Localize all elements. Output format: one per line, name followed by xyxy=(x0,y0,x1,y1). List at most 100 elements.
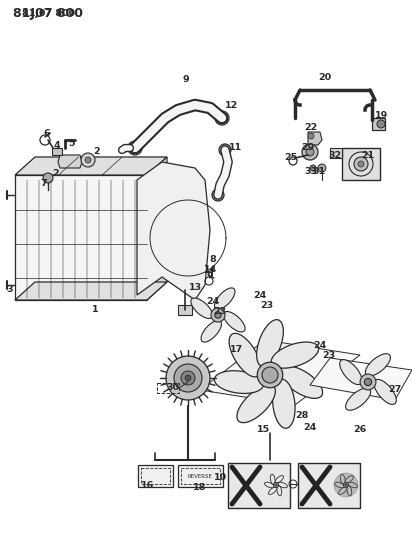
Text: 15: 15 xyxy=(256,425,269,434)
Ellipse shape xyxy=(237,385,275,423)
Ellipse shape xyxy=(278,482,288,488)
Circle shape xyxy=(81,153,95,167)
Ellipse shape xyxy=(277,486,282,496)
Text: 2: 2 xyxy=(94,148,100,157)
Ellipse shape xyxy=(191,298,213,319)
Text: 11: 11 xyxy=(229,143,243,152)
Text: 29: 29 xyxy=(301,143,315,152)
Circle shape xyxy=(181,371,195,385)
Text: 4: 4 xyxy=(54,141,60,150)
Bar xyxy=(181,468,220,484)
Circle shape xyxy=(358,161,364,167)
Bar xyxy=(228,463,290,508)
Text: 22: 22 xyxy=(304,124,318,133)
Polygon shape xyxy=(15,157,167,175)
Polygon shape xyxy=(52,148,62,155)
Circle shape xyxy=(354,157,368,171)
Text: 8: 8 xyxy=(210,255,216,264)
Text: 32: 32 xyxy=(328,150,342,159)
Circle shape xyxy=(85,157,91,163)
Text: 2: 2 xyxy=(53,168,59,177)
Circle shape xyxy=(334,473,358,497)
Text: 25: 25 xyxy=(284,154,297,163)
Ellipse shape xyxy=(257,320,283,367)
Text: 21: 21 xyxy=(361,150,375,159)
Text: 30: 30 xyxy=(166,384,180,392)
Polygon shape xyxy=(200,340,360,405)
Text: 23: 23 xyxy=(323,351,335,359)
Circle shape xyxy=(345,484,347,486)
Polygon shape xyxy=(310,358,412,400)
Bar xyxy=(330,148,342,158)
Ellipse shape xyxy=(201,320,222,342)
Text: 24: 24 xyxy=(253,290,267,300)
Ellipse shape xyxy=(215,288,235,310)
Circle shape xyxy=(166,356,210,400)
Ellipse shape xyxy=(365,354,391,376)
Bar xyxy=(298,463,360,508)
Ellipse shape xyxy=(269,487,277,495)
Bar xyxy=(342,148,380,180)
Text: 26: 26 xyxy=(353,425,367,434)
Polygon shape xyxy=(147,157,167,300)
Circle shape xyxy=(128,141,142,155)
Circle shape xyxy=(218,114,226,122)
Circle shape xyxy=(377,120,385,128)
Text: 16: 16 xyxy=(141,481,154,490)
Ellipse shape xyxy=(280,366,323,398)
Circle shape xyxy=(185,375,191,381)
Circle shape xyxy=(306,148,314,156)
Circle shape xyxy=(264,369,276,381)
Ellipse shape xyxy=(272,342,318,368)
Text: 3: 3 xyxy=(7,286,13,295)
Text: 24: 24 xyxy=(206,297,220,306)
Ellipse shape xyxy=(273,379,295,429)
Text: 18: 18 xyxy=(193,483,207,492)
Ellipse shape xyxy=(339,487,347,495)
Text: 12: 12 xyxy=(225,101,239,109)
Polygon shape xyxy=(137,162,210,300)
Circle shape xyxy=(360,374,376,390)
Text: 81J07 800: 81J07 800 xyxy=(13,7,83,20)
Circle shape xyxy=(273,482,279,488)
Ellipse shape xyxy=(265,482,274,488)
Circle shape xyxy=(215,312,221,318)
Text: 1: 1 xyxy=(92,305,98,314)
Polygon shape xyxy=(178,305,192,315)
Circle shape xyxy=(131,144,139,152)
Circle shape xyxy=(343,482,349,488)
Text: REVERSE: REVERSE xyxy=(187,473,213,479)
Text: 5: 5 xyxy=(69,139,75,148)
Text: 17: 17 xyxy=(230,345,243,354)
Text: 7: 7 xyxy=(41,179,47,188)
Ellipse shape xyxy=(275,475,283,483)
Circle shape xyxy=(318,164,326,172)
Text: 24: 24 xyxy=(303,423,317,432)
Circle shape xyxy=(215,111,229,125)
Circle shape xyxy=(364,378,372,385)
Ellipse shape xyxy=(270,474,275,484)
Text: 23: 23 xyxy=(213,306,227,316)
Bar xyxy=(157,383,179,393)
Ellipse shape xyxy=(347,486,352,496)
Text: 13: 13 xyxy=(188,284,201,293)
Bar xyxy=(178,465,223,487)
Circle shape xyxy=(174,364,202,392)
Ellipse shape xyxy=(348,482,358,488)
Text: 31: 31 xyxy=(312,167,325,176)
Polygon shape xyxy=(15,175,147,300)
Ellipse shape xyxy=(335,482,344,488)
Text: 81J07 800: 81J07 800 xyxy=(21,10,75,19)
Ellipse shape xyxy=(229,333,261,377)
Ellipse shape xyxy=(214,371,263,393)
Text: 14: 14 xyxy=(204,265,218,274)
Polygon shape xyxy=(15,282,167,300)
Circle shape xyxy=(212,189,224,201)
Text: 28: 28 xyxy=(295,410,309,419)
Text: 24: 24 xyxy=(314,341,327,350)
Text: 33: 33 xyxy=(304,167,318,176)
Text: 10: 10 xyxy=(213,472,227,481)
Circle shape xyxy=(43,173,53,183)
Text: 20: 20 xyxy=(318,74,332,83)
Circle shape xyxy=(262,367,278,383)
